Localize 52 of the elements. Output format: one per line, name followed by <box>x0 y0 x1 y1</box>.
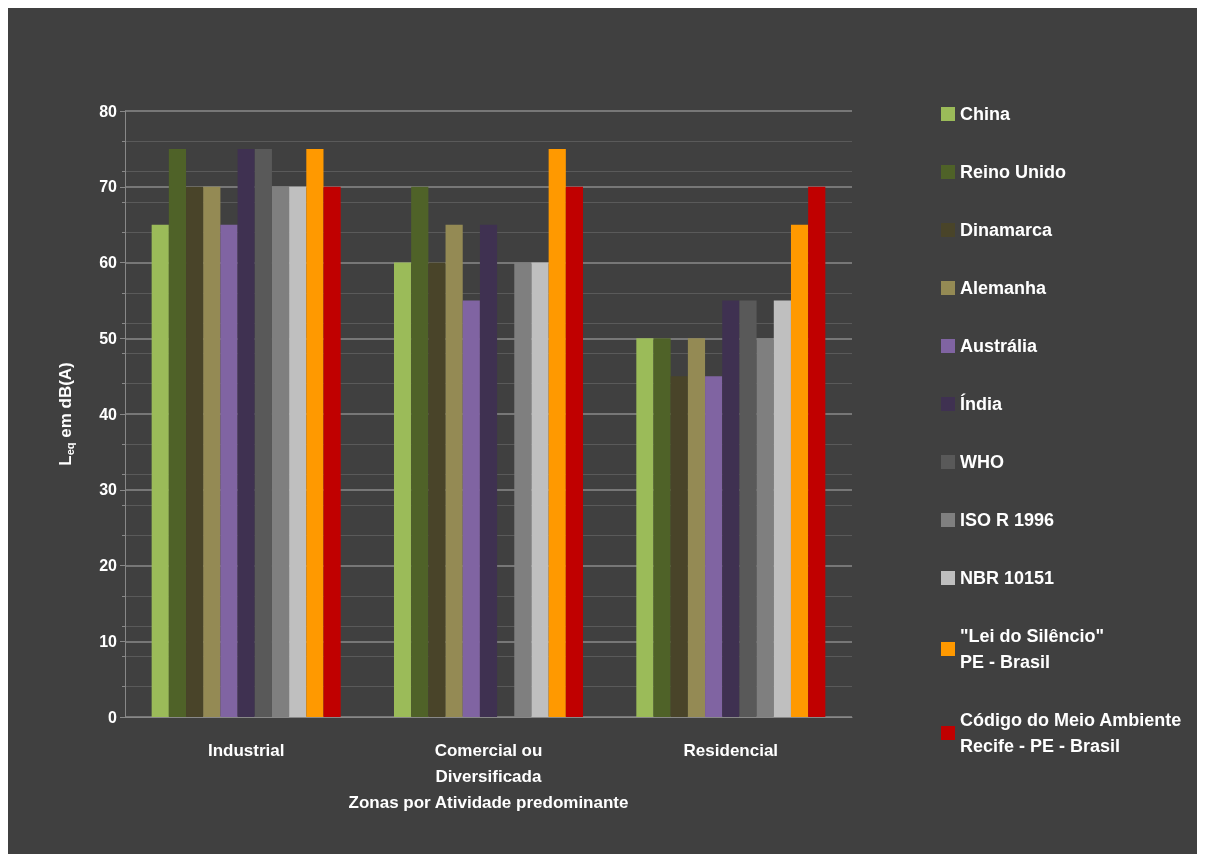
legend-label: Austrália <box>960 336 1039 356</box>
bar <box>168 148 187 717</box>
legend-label: NBR 10151 <box>960 568 1055 588</box>
y-tick-label: 50 <box>99 329 118 347</box>
y-tick-label: 60 <box>99 254 118 271</box>
bar <box>237 148 255 717</box>
bar <box>653 338 671 717</box>
bar <box>445 224 463 717</box>
legend-label: ISO R 1996 <box>960 510 1055 530</box>
y-tick-label: 20 <box>99 557 118 574</box>
bar <box>773 300 791 717</box>
bar <box>306 148 324 717</box>
x-axis-title: Zonas por Atividade predominante <box>348 792 629 812</box>
bar <box>808 186 826 717</box>
bar <box>790 224 809 717</box>
y-tick-label: 30 <box>99 481 118 499</box>
bar <box>203 186 221 717</box>
bar <box>548 148 566 717</box>
bar <box>636 338 654 717</box>
legend-label: "Lei do Silêncio" PE - Brasil <box>960 626 1105 672</box>
y-tick-label: 70 <box>99 178 118 196</box>
bar <box>186 186 204 717</box>
bar <box>323 186 341 717</box>
bar <box>565 186 584 717</box>
bar <box>289 186 307 717</box>
y-tick-label: 0 <box>108 708 118 726</box>
y-tick-label: 40 <box>99 405 118 423</box>
legend-label: Alemanha <box>960 278 1048 298</box>
bar <box>220 224 238 717</box>
y-tick-label: 10 <box>99 632 118 650</box>
bar <box>705 376 723 717</box>
bar <box>531 262 549 717</box>
legend-label: Dinamarca <box>960 220 1054 240</box>
legend-label: China <box>960 104 1011 124</box>
bar <box>479 224 498 717</box>
bar <box>462 300 480 717</box>
bar <box>428 262 446 717</box>
x-tick-label: Comercial ou Diversificada <box>434 740 543 786</box>
bar <box>151 224 169 717</box>
x-tick-label: Industrial <box>207 740 285 760</box>
y-tick-label: 80 <box>99 102 118 120</box>
legend-label: Código do Meio Ambiente Recife - PE - Brasil <box>960 710 1182 756</box>
bar <box>722 300 740 717</box>
x-tick-label: Residencial <box>683 740 779 760</box>
bar <box>411 186 429 717</box>
y-axis-title: Leq em dB(A) <box>56 362 76 466</box>
legend-label: WHO <box>960 452 1005 472</box>
legend-label: Reino Unido <box>960 162 1067 182</box>
bar <box>393 262 412 717</box>
legend-label: Índia <box>960 393 1004 414</box>
bar <box>670 376 688 717</box>
bar <box>687 338 706 717</box>
